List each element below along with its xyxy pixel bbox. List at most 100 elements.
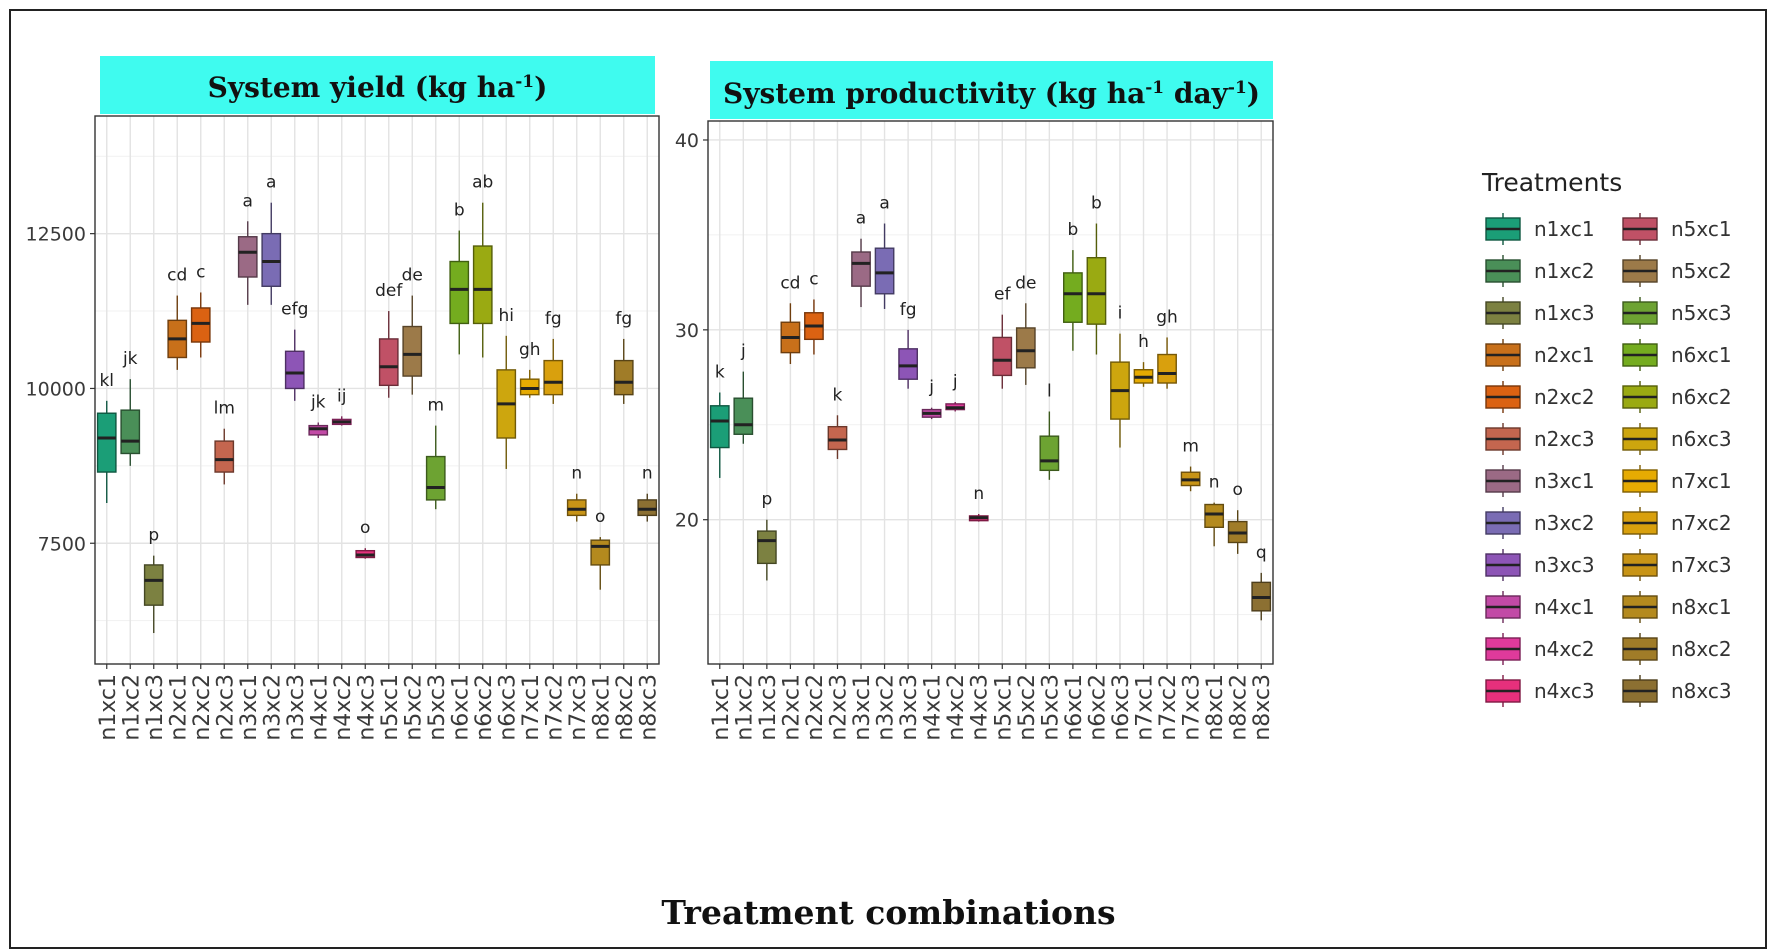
legend-item-n1xc3: n1xc3 [1485,297,1595,329]
panel-1: System yield (kg ha-1)75001000012500kljk… [26,56,661,741]
box-n8xc2: o [1227,480,1248,554]
legend: Treatments n1xc1 n1xc2 n1xc3 n2xc1 n2xc2 n2xc3… [1481,168,1732,707]
x-tick-label: n4xc2 [331,674,356,741]
box-n5xc2: de [1015,273,1036,385]
legend-label: n2xc1 [1534,343,1595,367]
x-tick-label: n8xc1 [589,674,614,741]
x-tick-label: n6xc3 [495,674,520,741]
legend-item-n7xc3: n7xc3 [1622,549,1732,581]
legend-label: n7xc1 [1671,469,1732,493]
legend-item-n5xc1: n5xc1 [1622,213,1732,245]
significance-label: o [1232,480,1242,500]
box-iqr [237,236,258,278]
legend-item-n5xc3: n5xc3 [1622,297,1732,329]
x-tick-label: n7xc1 [1133,674,1158,741]
x-tick-label: n1xc1 [709,674,734,741]
significance-label: b [1067,220,1078,240]
significance-label: c [196,262,205,282]
legend-item-n3xc3: n3xc3 [1485,549,1595,581]
significance-label: ab [472,173,493,193]
chart-canvas: System yield (kg ha-1)75001000012500kljk… [26,56,1732,741]
box-iqr [566,499,587,517]
y-tick-label: 10000 [26,378,86,400]
significance-label: fg [900,300,917,320]
x-tick-label: n7xc3 [566,674,591,741]
box-iqr [1015,327,1036,369]
box-iqr [543,359,564,396]
legend-item-n8xc3: n8xc3 [1622,675,1732,707]
significance-label: de [1015,273,1036,293]
legend-item-n1xc2: n1xc2 [1485,255,1595,287]
box-iqr [519,378,540,396]
legend-label: n1xc1 [1534,217,1595,241]
legend-label: n8xc1 [1671,595,1732,619]
box-n8xc1: n [1204,473,1225,547]
legend-item-n3xc1: n3xc1 [1485,465,1595,497]
x-tick-label: n5xc1 [991,674,1016,741]
box-n6xc2: b [1086,194,1107,355]
box-iqr [733,397,754,435]
box-n7xc2: gh [1156,307,1178,389]
legend-label: n3xc2 [1534,511,1595,535]
box-n2xc1: cd [167,266,187,370]
significance-label: ef [994,285,1011,305]
box-n5xc3: m [425,396,446,510]
box-n2xc2: c [190,262,211,358]
box-iqr [874,247,895,295]
significance-label: b [1091,194,1102,214]
significance-label: a [879,194,889,214]
significance-label: j [740,342,746,362]
legend-item-n6xc2: n6xc2 [1622,381,1732,413]
box-n3xc3: fg [898,300,918,389]
significance-label: lm [214,399,235,419]
legend-label: n6xc1 [1671,343,1732,367]
box-n5xc1: ef [992,285,1013,389]
significance-label: fg [615,309,632,329]
legend-label: n5xc1 [1671,217,1732,241]
x-axis-title: Treatment combinations [661,893,1116,932]
box-n1xc1: k [709,363,730,478]
box-n8xc2: fg [613,309,634,404]
box-iqr [1086,256,1107,325]
legend-label: n7xc3 [1671,553,1732,577]
box-n5xc3: l [1039,381,1060,480]
box-n7xc3: m [1180,437,1201,492]
x-tick-label: n3xc1 [237,674,262,741]
significance-label: k [715,363,725,383]
x-tick-label: n5xc2 [401,674,426,741]
box-n6xc2: ab [472,173,493,358]
legend-label: n8xc2 [1671,637,1732,661]
panel-border [94,115,660,665]
box-iqr [214,440,235,473]
significance-label: j [952,372,958,392]
legend-title: Treatments [1481,168,1622,197]
box-iqr [402,325,423,377]
box-iqr [120,409,141,455]
box-iqr [308,424,329,436]
legend-item-n8xc1: n8xc1 [1622,591,1732,623]
legend-item-n3xc2: n3xc2 [1485,507,1595,539]
x-tick-label: n4xc3 [968,674,993,741]
legend-item-n8xc2: n8xc2 [1622,633,1732,665]
title-strip [100,56,655,114]
box-iqr [756,530,777,565]
box-n1xc2: j [733,342,754,444]
box-iqr [827,425,848,451]
legend-label: n4xc3 [1534,679,1595,703]
significance-label: p [148,526,159,546]
significance-label: cd [780,273,800,293]
legend-label: n5xc2 [1671,259,1732,283]
box-iqr [1039,435,1060,472]
box-n5xc1: def [375,281,403,398]
legend-item-n4xc3: n4xc3 [1485,675,1595,707]
legend-item-n2xc2: n2xc2 [1485,381,1595,413]
x-tick-label: n6xc2 [472,674,497,741]
box-n6xc3: hi [496,306,517,469]
significance-label: q [1256,543,1267,563]
x-tick-label: n4xc2 [944,674,969,741]
significance-label: efg [281,300,308,320]
legend-item-n6xc1: n6xc1 [1622,339,1732,371]
x-tick-label: n5xc1 [378,674,403,741]
legend-item-n2xc3: n2xc3 [1485,423,1595,455]
box-n2xc3: k [827,385,848,459]
